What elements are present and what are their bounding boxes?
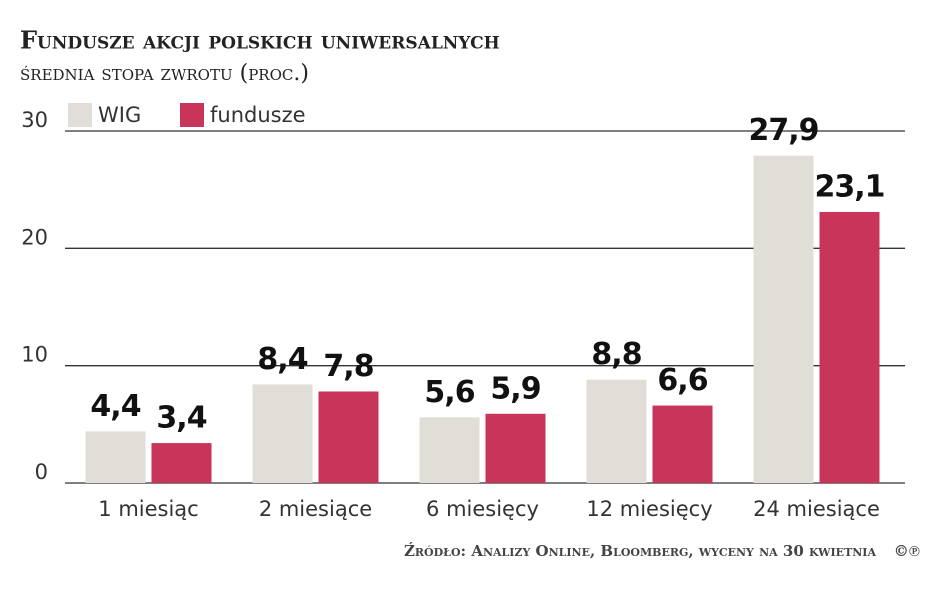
y-tick-label: 20 [21, 225, 48, 249]
legend-swatch [68, 103, 92, 127]
value-label: 27,9 [748, 113, 818, 148]
bar [419, 417, 480, 483]
bar [819, 211, 880, 483]
legend-swatch [180, 103, 204, 127]
chart-title: Fundusze akcji polskich uniwersalnych [20, 26, 500, 55]
value-label: 7,8 [323, 349, 373, 384]
y-tick-label: 0 [35, 460, 48, 484]
x-tick-label: 12 miesięcy [586, 497, 712, 521]
bar [151, 443, 212, 483]
value-label: 5,6 [424, 375, 474, 410]
bar [252, 384, 313, 483]
chart-subtitle: średnia stopa zwrotu (proc.) [20, 61, 309, 86]
bar [318, 391, 379, 483]
value-label: 3,4 [156, 401, 206, 436]
bar [586, 379, 647, 483]
y-tick-label: 30 [21, 108, 48, 132]
logo: ©℗ [894, 542, 920, 560]
bar [652, 405, 713, 483]
source: Źródło: Analizy Online, Bloomberg, wycen… [404, 542, 877, 560]
y-tick-label: 10 [21, 343, 48, 367]
x-tick-label: 2 miesiące [259, 497, 372, 521]
legend-label: WIG [98, 103, 141, 127]
value-label: 23,1 [814, 169, 884, 204]
bar [85, 431, 146, 483]
bar [753, 155, 814, 483]
value-label: 6,6 [657, 363, 707, 398]
x-tick-label: 1 miesiąc [98, 497, 198, 521]
value-label: 5,9 [490, 371, 540, 406]
value-label: 4,4 [90, 389, 140, 424]
x-tick-label: 6 miesięcy [426, 497, 539, 521]
value-label: 8,4 [257, 342, 307, 377]
bar [485, 413, 546, 483]
value-label: 8,8 [591, 337, 641, 372]
x-tick-label: 24 miesiące [753, 497, 880, 521]
legend-label: fundusze [210, 103, 306, 127]
